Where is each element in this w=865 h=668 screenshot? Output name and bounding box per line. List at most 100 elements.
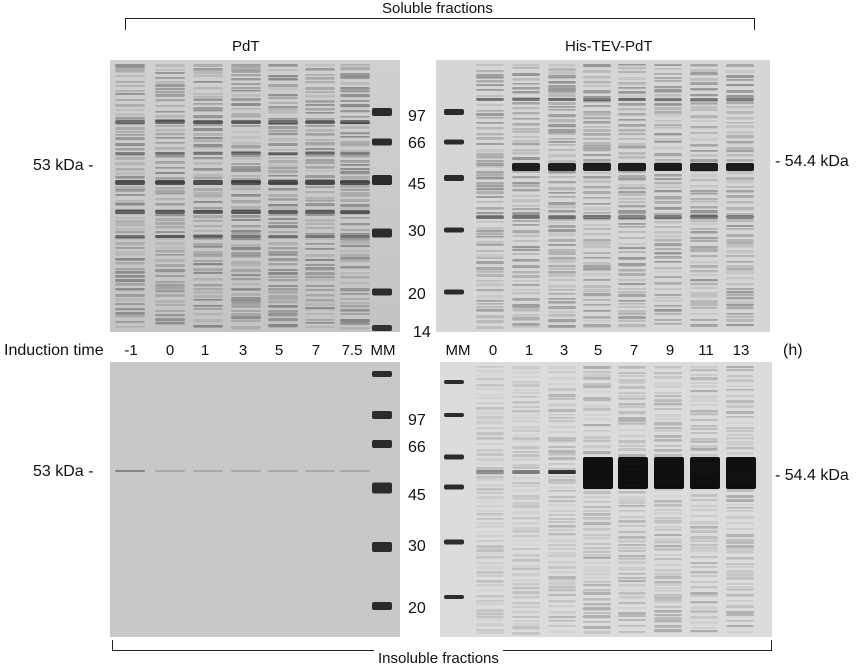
gel-band (548, 589, 576, 592)
gel-band (305, 180, 335, 185)
gel-band (476, 540, 504, 542)
unit-label: (h) (783, 342, 803, 359)
lane-label-left-2: 1 (200, 342, 210, 359)
gel-band (231, 293, 261, 296)
marker-66-bottom: 66 (408, 439, 426, 456)
gel-band (268, 470, 298, 472)
gel-band (115, 251, 145, 255)
gel-band (340, 76, 370, 79)
gel-band (583, 551, 611, 553)
gel-band (268, 305, 298, 308)
gel-band (726, 452, 754, 455)
gel-band (690, 72, 718, 76)
gel-band (618, 525, 646, 527)
gel-band (305, 162, 335, 165)
gel-band (193, 68, 223, 71)
gel-band (268, 188, 298, 191)
gel-band (726, 135, 754, 139)
gel-band (476, 580, 504, 583)
gel-band (193, 291, 223, 294)
gel-band (155, 129, 185, 132)
gel-band (305, 191, 335, 193)
gel-band (115, 308, 145, 311)
gel-band (512, 406, 540, 409)
gel-band (618, 406, 646, 409)
gel-band (726, 539, 754, 542)
gel-band (654, 435, 682, 438)
gel-band (476, 143, 504, 146)
gel-band (654, 418, 682, 421)
gel-band (512, 182, 540, 185)
gel-band (372, 602, 392, 610)
gel-band (726, 190, 754, 193)
gel-band (618, 547, 646, 550)
gel-band (115, 220, 145, 223)
gel-band (583, 615, 611, 619)
gel-band (726, 545, 754, 548)
gel-band (231, 264, 261, 267)
gel-band (305, 81, 335, 84)
gel-band (476, 283, 504, 287)
gel-band (654, 267, 682, 270)
gel-band (231, 151, 261, 154)
gel-band (155, 470, 185, 472)
gel-band (268, 222, 298, 224)
gel-band (231, 74, 261, 77)
gel-band (444, 109, 464, 115)
gel-band (726, 605, 754, 609)
gel-band (193, 313, 223, 316)
gel-band (654, 252, 682, 255)
gel-band (476, 160, 504, 163)
gel-band (726, 255, 754, 258)
gel-band (444, 227, 464, 233)
gel-band (268, 84, 298, 88)
lane-label-right-1: 0 (488, 342, 498, 359)
gel-band (512, 265, 540, 269)
gel-band (476, 629, 504, 632)
gel-band (548, 544, 576, 547)
induction-time-label: Induction time (4, 342, 104, 359)
gel-band (548, 85, 576, 88)
gel-band (340, 100, 370, 102)
gel-band (476, 479, 504, 481)
gel-band (618, 420, 646, 423)
gel-band (476, 261, 504, 265)
gel-band (726, 583, 754, 585)
gel-band (618, 392, 646, 394)
gel-band (115, 154, 145, 157)
gel-band (654, 159, 682, 162)
gel-band (654, 133, 682, 136)
gel-band (268, 225, 298, 229)
gel-band (340, 282, 370, 284)
gel-band (155, 238, 185, 240)
gel-band (654, 77, 682, 80)
gel-band (115, 258, 145, 261)
gel-band (548, 383, 576, 386)
gel-band (340, 305, 370, 308)
gel-band (583, 268, 611, 271)
gel-band (654, 239, 682, 242)
gel-band (372, 371, 392, 377)
gel-band (512, 230, 540, 234)
gel-band (476, 221, 504, 223)
gel-band (268, 295, 298, 299)
gel-band (618, 218, 646, 221)
gel-band (512, 454, 540, 457)
lane-label-right-3: 3 (559, 342, 569, 359)
gel-band (690, 106, 718, 109)
gel-band (512, 128, 540, 131)
gel-band (476, 215, 504, 219)
lane-label-left-4: 5 (274, 342, 284, 359)
gel-band (340, 126, 370, 129)
gel-band (305, 322, 335, 324)
gel-band (618, 619, 646, 621)
gel-band (548, 414, 576, 416)
gel-band (155, 210, 185, 214)
gel-band (654, 288, 682, 291)
gel-band (690, 307, 718, 309)
gel-band (115, 75, 145, 77)
gel-band (548, 579, 576, 582)
gel-band (155, 304, 185, 306)
gel-band (583, 98, 611, 101)
gel-band (476, 449, 504, 452)
